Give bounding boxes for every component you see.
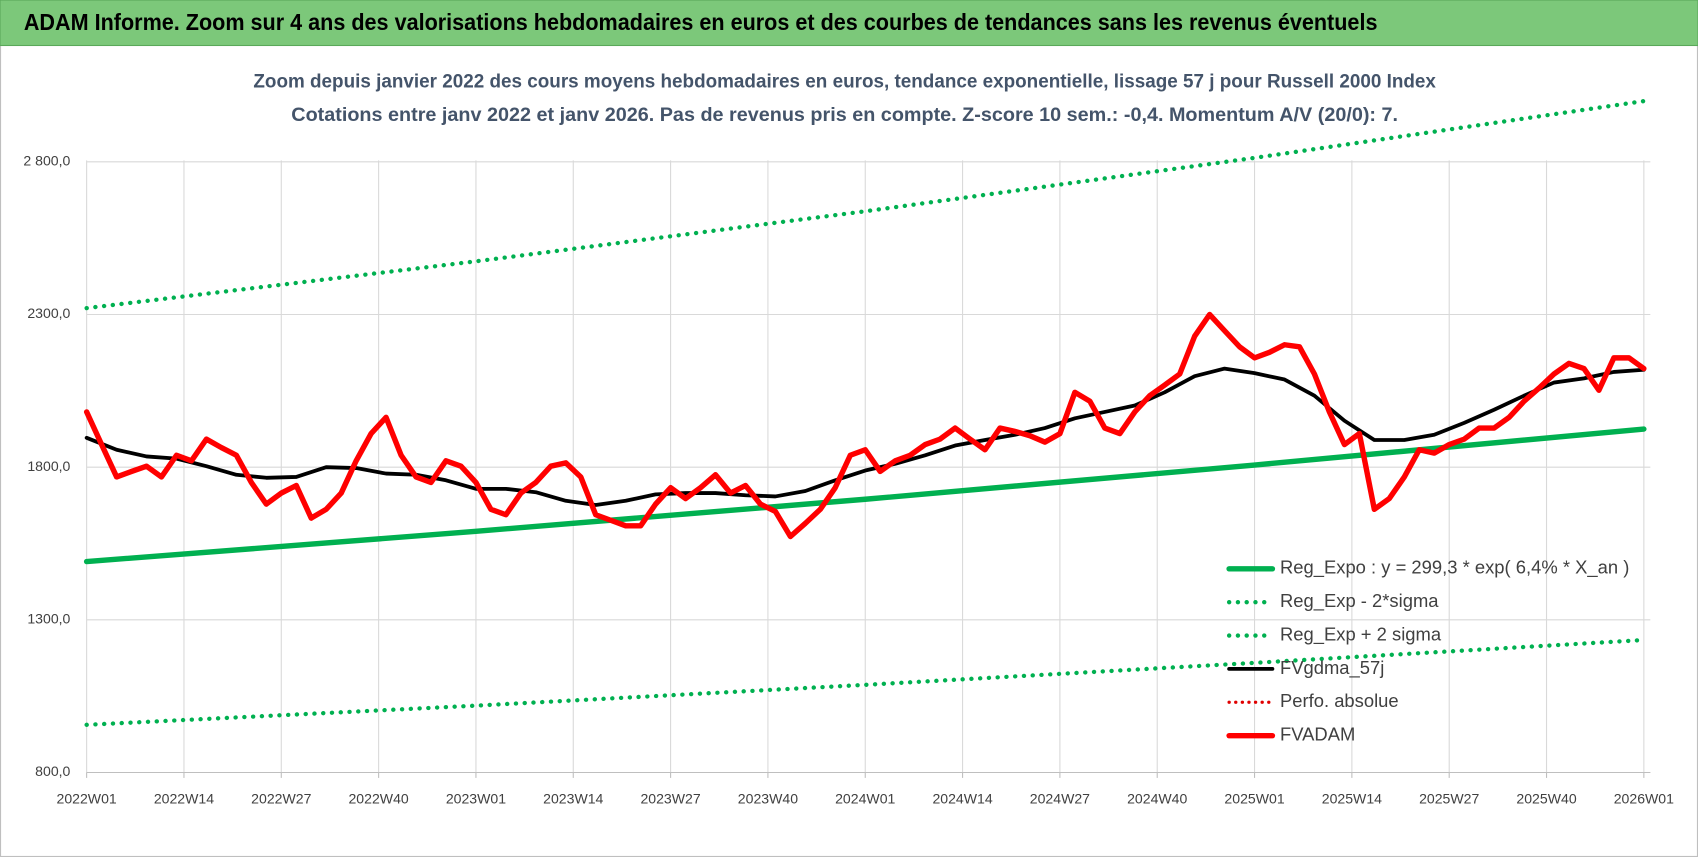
x-tick-label: 2026W01 bbox=[1614, 790, 1674, 806]
legend-label: Reg_Expo : y = 299,3 * exp( 6,4% * X_an … bbox=[1280, 557, 1629, 579]
x-tick-label: 2024W40 bbox=[1127, 790, 1187, 806]
series-line bbox=[83, 426, 1647, 565]
x-tick-label: 2022W40 bbox=[348, 790, 408, 806]
series-line bbox=[84, 637, 1647, 727]
x-tick-label: 2022W27 bbox=[251, 790, 311, 806]
legend-label: FVgdma_57j bbox=[1280, 657, 1384, 679]
x-tick-label: 2023W27 bbox=[640, 790, 700, 806]
x-tick-label: 2023W14 bbox=[543, 790, 603, 806]
x-tick-label: 2024W01 bbox=[835, 790, 895, 806]
y-tick-label: 800,0 bbox=[35, 763, 70, 779]
x-tick-label: 2025W01 bbox=[1224, 790, 1284, 806]
x-tick-label: 2023W01 bbox=[446, 790, 506, 806]
legend-label: Perfo. absolue bbox=[1280, 690, 1399, 711]
x-tick-label: 2022W14 bbox=[154, 790, 214, 806]
x-tick-label: 2024W27 bbox=[1030, 790, 1090, 806]
x-tick-label: 2024W14 bbox=[932, 790, 992, 806]
series-line bbox=[83, 311, 1647, 540]
x-tick-label: 2025W27 bbox=[1419, 790, 1479, 806]
header-title: ADAM Informe. Zoom sur 4 ans des valoris… bbox=[24, 9, 1378, 35]
x-tick-label: 2022W01 bbox=[57, 790, 117, 806]
x-tick-label: 2025W40 bbox=[1516, 790, 1576, 806]
grid: 800,0 1300,0 1800,0 2300,0 2 800,0 2022W01 202… bbox=[23, 153, 1674, 807]
chart-subtitle: Cotations entre janv 2022 et janv 2026. … bbox=[291, 104, 1398, 126]
x-tick-label: 2025W14 bbox=[1322, 790, 1382, 806]
series-line bbox=[84, 98, 1647, 311]
header-bar bbox=[0, 0, 1698, 47]
series-line bbox=[84, 366, 1646, 507]
y-tick-label: 1800,0 bbox=[27, 458, 70, 474]
legend-label: Reg_Exp - 2*sigma bbox=[1280, 590, 1439, 612]
plot bbox=[83, 98, 1647, 727]
legend-label: Reg_Exp + 2 sigma bbox=[1280, 623, 1442, 645]
y-tick-label: 2300,0 bbox=[27, 305, 70, 321]
chart-title: Zoom depuis janvier 2022 des cours moyen… bbox=[253, 70, 1436, 92]
legend: Reg_Expo : y = 299,3 * exp( 6,4% * X_an … bbox=[1226, 557, 1629, 745]
x-tick-label: 2023W40 bbox=[738, 790, 798, 806]
y-tick-label: 2 800,0 bbox=[23, 153, 70, 169]
y-tick-label: 1300,0 bbox=[27, 611, 70, 627]
legend-label: FVADAM bbox=[1280, 724, 1355, 745]
